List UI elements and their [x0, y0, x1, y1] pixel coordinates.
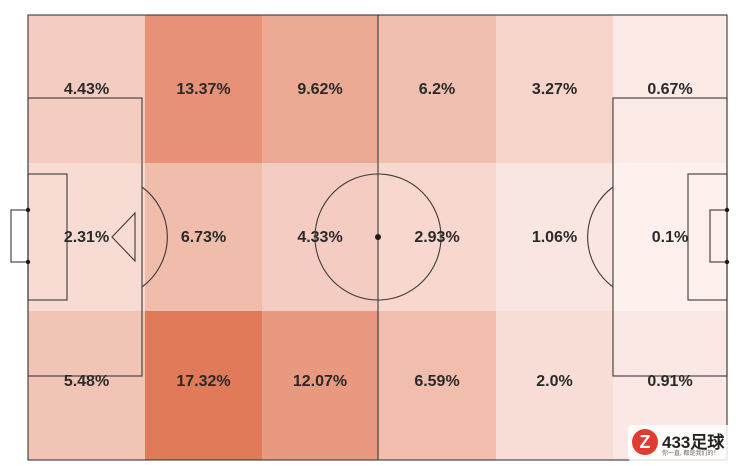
zone-labels: 4.43% 13.37% 9.62% 6.2% 3.27% 0.67% 2.31% 6.73%… — [64, 81, 693, 390]
watermark: Z 433足球 你一直, 都是我们的！ — [628, 425, 746, 461]
zone-percentage-label: 5.48% — [64, 373, 109, 390]
right-goalpost-bottom — [724, 259, 730, 265]
zone-percentage-label: 0.67% — [647, 81, 692, 98]
heatmap-zone — [28, 163, 145, 311]
zone-percentage-label: 3.27% — [532, 81, 577, 98]
left-goalpost-bottom — [25, 259, 31, 265]
center-circle — [314, 173, 442, 301]
zone-percentage-label: 6.73% — [181, 229, 226, 246]
zone-percentage-label: 13.37% — [176, 81, 230, 98]
zone-percentage-label: 2.31% — [64, 229, 109, 246]
left-goalpost-top — [25, 207, 31, 213]
heatmap-zone — [496, 163, 613, 311]
heatmap-zone — [262, 163, 378, 311]
right-penalty-arc — [587, 186, 614, 288]
heatmap-zone — [613, 15, 727, 163]
heatmap-zone — [145, 311, 262, 460]
left-goal — [10, 209, 29, 263]
heatmap-zone — [262, 311, 378, 460]
zone-percentage-label: 9.62% — [297, 81, 342, 98]
heatmap-zone — [262, 15, 378, 163]
zone-percentage-label: 0.1% — [652, 229, 688, 246]
zone-percentage-label: 1.06% — [532, 229, 577, 246]
zone-percentage-label: 2.0% — [536, 373, 572, 390]
zone-percentage-label: 4.33% — [297, 229, 342, 246]
brand-tagline: 你一直, 都是我们的！ — [662, 451, 720, 457]
zone-percentage-label: 6.59% — [414, 373, 459, 390]
heatmap-zone — [496, 311, 613, 460]
heatmap-zone — [496, 15, 613, 163]
attack-direction-arrow — [111, 211, 136, 263]
right-goalpost-top — [724, 207, 730, 213]
zone-percentage-label: 12.07% — [293, 373, 347, 390]
heatmap-zones — [28, 15, 727, 460]
right-goal — [709, 209, 728, 263]
heatmap-zone — [145, 15, 262, 163]
zone-percentage-label: 6.2% — [419, 81, 455, 98]
heatmap-zone — [613, 163, 727, 311]
pitch-markings — [10, 14, 730, 461]
zone-percentage-label: 0.91% — [647, 373, 692, 390]
heatmap-zone — [28, 15, 145, 163]
left-penalty-arc — [141, 186, 168, 288]
zone-percentage-label: 17.32% — [176, 373, 230, 390]
zone-percentage-label: 4.43% — [64, 81, 109, 98]
heatmap-zone — [28, 311, 145, 460]
center-spot — [375, 234, 381, 240]
heatmap-zone — [378, 311, 496, 460]
zone-percentage-label: 2.93% — [414, 229, 459, 246]
heatmap-zone — [378, 15, 496, 163]
logo-icon: Z — [632, 429, 658, 455]
heatmap-zone — [145, 163, 262, 311]
heatmap-zone — [378, 163, 496, 311]
brand-name: 433足球 — [662, 433, 725, 452]
